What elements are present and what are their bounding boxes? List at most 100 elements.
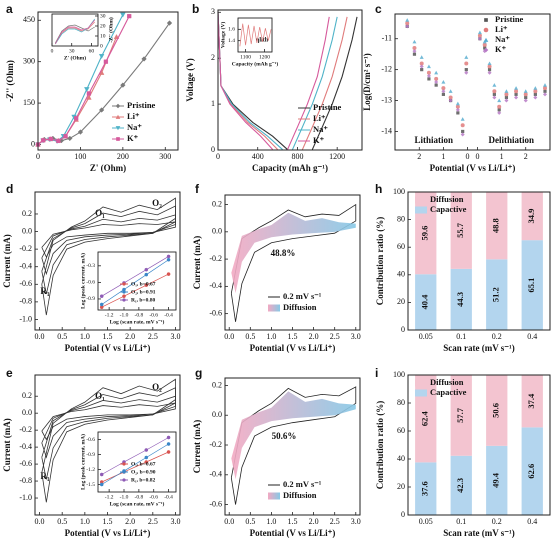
legend-marker <box>115 114 121 119</box>
marker <box>127 14 132 19</box>
point <box>477 33 482 38</box>
annotation: O₂ <box>152 382 162 392</box>
point <box>477 36 482 41</box>
point <box>441 89 446 94</box>
point <box>441 86 446 91</box>
legend-label: Diffusion <box>283 302 317 312</box>
panel-letter: c <box>375 2 382 16</box>
x-tick-label: 3.0 <box>170 332 180 341</box>
point <box>492 95 497 100</box>
marker <box>166 20 173 26</box>
plot-frame <box>407 374 551 516</box>
x-tick-label: 2.5 <box>330 517 340 526</box>
point <box>460 117 465 121</box>
x-tick-label: 0.1 <box>456 517 466 526</box>
line <box>41 214 176 276</box>
x-tick-label: 1200 <box>329 152 345 161</box>
x-axis-label: Log (scan rate, mV s⁻¹) <box>110 500 165 507</box>
x-tick-label: -1.2 <box>105 494 114 500</box>
point <box>487 68 492 72</box>
data-label: 55.7 <box>455 222 465 238</box>
x-tick-label: 2.0 <box>309 332 319 341</box>
y-tick-label: -13 <box>381 95 392 104</box>
y-axis-label: Contribution ratio (%) <box>375 401 385 490</box>
x-tick-label: 30 <box>69 48 75 54</box>
y-tick-label: -12 <box>381 64 392 73</box>
x-tick-label: 2 <box>524 152 528 161</box>
plot-frame <box>224 377 361 516</box>
plot-frame <box>34 374 181 516</box>
data-label: 37.6 <box>420 481 430 496</box>
x-tick-label: -1.2 <box>105 312 114 318</box>
x-axis-label: Capacity (mAh g⁻¹) <box>252 163 328 173</box>
legend-swatch <box>268 492 280 500</box>
data-label: 57.7 <box>455 407 465 423</box>
point <box>523 89 528 93</box>
y-axis-label: -Z'' (Ohm) <box>5 60 15 102</box>
point <box>419 64 424 69</box>
marker <box>86 94 92 100</box>
y-tick-label: 0 <box>31 139 35 148</box>
x-tick-label: 2.0 <box>125 517 135 526</box>
x-tick-label: -0.8 <box>134 312 143 318</box>
marker <box>99 472 104 477</box>
y-tick-label: -1.2 <box>86 467 95 473</box>
line <box>101 451 169 483</box>
y-tick-label: 0.0 <box>212 410 222 419</box>
annotation: O₁ <box>95 208 105 218</box>
point <box>504 95 509 100</box>
inset-frame <box>51 13 99 47</box>
marker <box>48 136 53 142</box>
point <box>455 104 460 109</box>
legend-marker <box>122 478 126 482</box>
y-tick-label: 0.0 <box>212 227 222 236</box>
legend-label: Li⁺ <box>127 111 140 121</box>
line <box>230 203 357 322</box>
bar-segment <box>486 192 508 260</box>
y-tick-label: 450 <box>23 15 35 24</box>
x-tick-label: 800 <box>291 152 303 161</box>
x-tick-label: -1.0 <box>120 312 129 318</box>
bar-segment <box>415 274 437 330</box>
y-axis-label: Voltage (V) <box>185 58 195 101</box>
marker <box>84 87 90 93</box>
x-tick-label: 2.5 <box>148 517 158 526</box>
legend-label: Li⁺ <box>495 24 508 34</box>
point <box>482 42 487 47</box>
x-tick-label: 200 <box>117 152 129 161</box>
legend-marker <box>116 137 120 141</box>
point <box>448 98 453 103</box>
annotation: 50.6% <box>272 431 297 441</box>
y-tick-label: 20 <box>397 297 405 306</box>
y-tick-label: -0.9 <box>86 296 95 302</box>
y-tick-label: 100 <box>393 370 405 379</box>
marker <box>99 305 104 309</box>
y-tick-label: -0.8 <box>19 297 32 306</box>
y-tick-label: 80 <box>397 214 405 223</box>
line <box>41 387 176 480</box>
marker <box>103 59 108 64</box>
y-tick-label: -0.2 <box>209 254 222 263</box>
point <box>426 70 431 75</box>
x-tick-label: 2.0 <box>125 332 135 341</box>
point <box>464 61 469 66</box>
y-tick-label: -0.4 <box>209 281 222 290</box>
x-tick-label: 0.5 <box>245 332 255 341</box>
line <box>54 21 95 45</box>
point <box>492 83 497 87</box>
point <box>461 129 465 134</box>
marker <box>144 448 149 452</box>
marker <box>56 138 61 144</box>
y-tick-label: 0.0 <box>22 226 32 235</box>
point <box>456 111 460 115</box>
y-tick-label: 30 <box>100 13 106 19</box>
legend-label: O₂, b=0.90 <box>131 469 156 475</box>
y-tick-label: -11 <box>382 34 392 43</box>
marker <box>141 56 147 62</box>
marker <box>63 134 68 139</box>
y-tick-label: -0.6 <box>209 308 222 317</box>
x-tick-label: 60 <box>89 48 95 54</box>
x-axis-label: Potential (V vs Li/Li⁺) <box>250 528 336 538</box>
legend-label: K⁺ <box>495 44 507 54</box>
line <box>41 221 176 258</box>
